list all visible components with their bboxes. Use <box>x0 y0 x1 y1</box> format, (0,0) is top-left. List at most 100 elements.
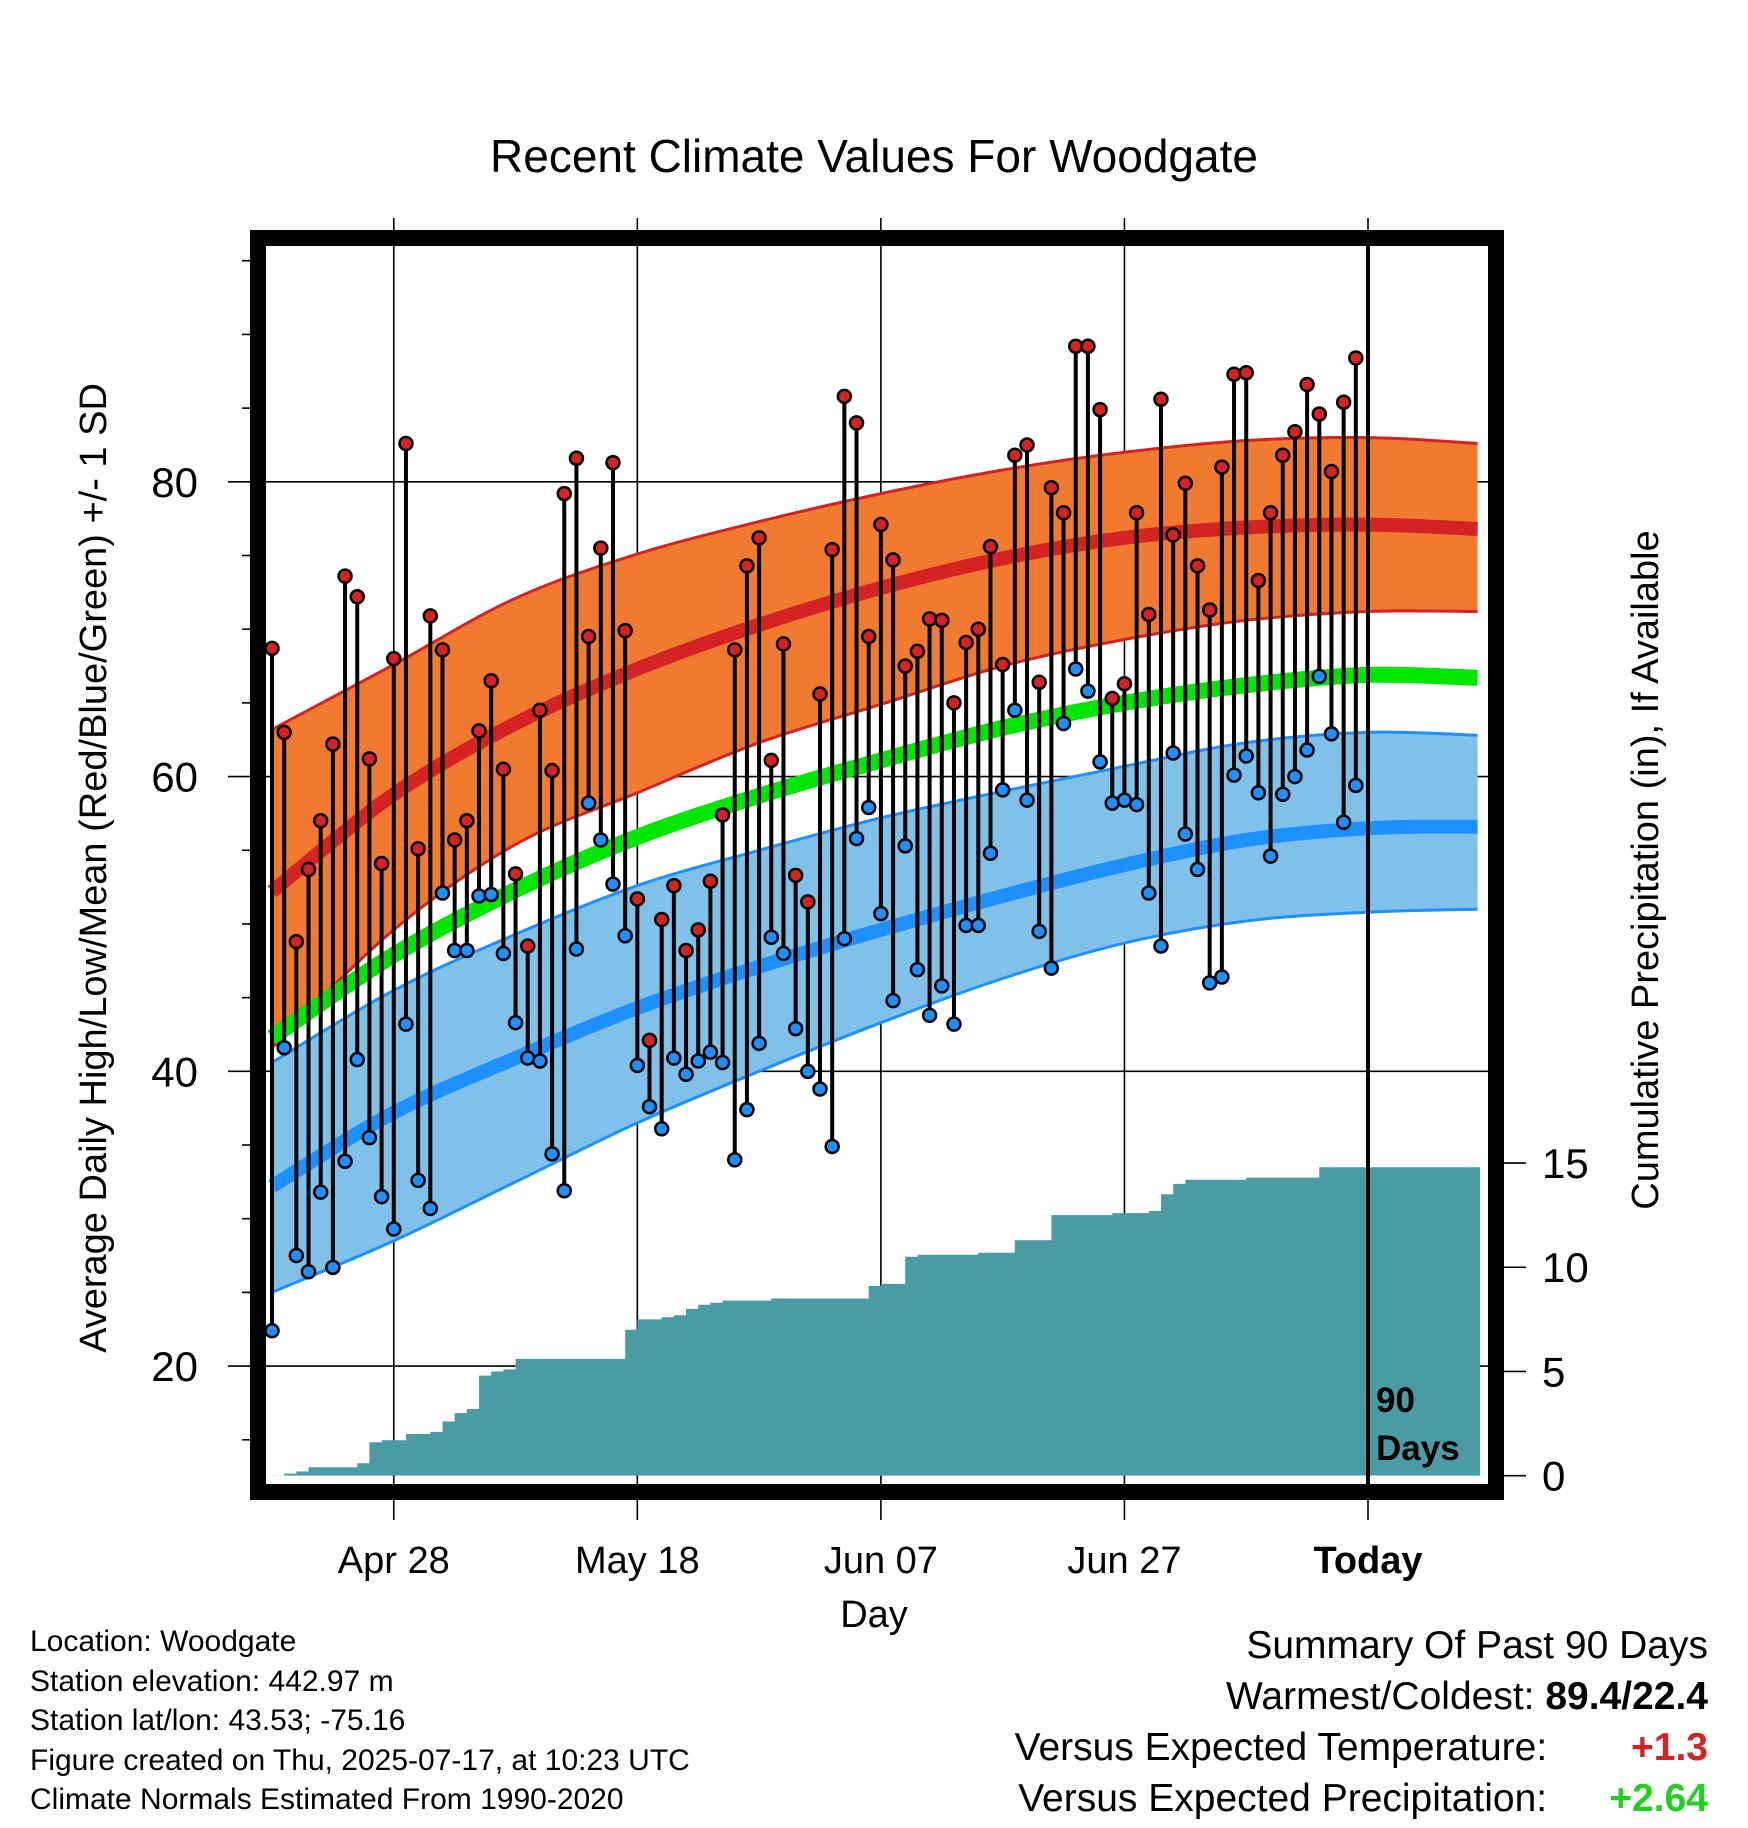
daily-low-point <box>1080 683 1096 699</box>
daily-low-point <box>739 1101 755 1118</box>
precip-departure-label: Versus Expected Precipitation: <box>1018 1777 1548 1820</box>
daily-low-point <box>1262 848 1279 864</box>
daily-high-point <box>690 922 706 938</box>
daily-low-point <box>1165 745 1181 761</box>
daily-high-point <box>593 540 609 556</box>
daily-low-point <box>775 945 792 962</box>
y-tick-label-left: 80 <box>151 459 198 506</box>
plot-frame <box>250 230 1504 1500</box>
daily-high-point <box>787 867 804 884</box>
daily-low-point <box>422 1200 439 1217</box>
daily-low-point <box>824 1138 840 1155</box>
y-axis-left: 20 40 60 80 <box>151 259 256 1441</box>
daily-high-point <box>800 894 816 910</box>
y-tick-label-right: 10 <box>1542 1244 1589 1291</box>
summary-box: Summary Of Past 90 Days Warmest/Coldest:… <box>1015 1620 1708 1824</box>
daily-high-point <box>1165 527 1181 543</box>
daily-low-point <box>994 782 1011 798</box>
daily-high-point <box>1311 406 1328 422</box>
daily-low-point <box>288 1247 305 1264</box>
temp-departure-label: Versus Expected Temperature: <box>1014 1726 1548 1769</box>
daily-high-point <box>483 673 499 689</box>
daily-low-point <box>1226 767 1242 783</box>
days-label-number: 90 <box>1376 1381 1415 1420</box>
daily-high-point <box>848 415 865 431</box>
daily-low-point <box>934 978 950 994</box>
daily-low-point <box>593 832 609 848</box>
daily-high-point <box>1055 505 1072 521</box>
daily-high-point <box>897 658 913 674</box>
daily-low-point <box>1177 826 1194 842</box>
daily-low-point <box>714 1054 731 1071</box>
daily-high-point <box>1201 602 1218 618</box>
daily-high-point <box>812 686 828 702</box>
daily-low-point <box>787 1020 804 1037</box>
daily-high-point <box>1238 364 1254 381</box>
x-tick-label: Jun 27 <box>1067 1540 1181 1582</box>
daily-low-point <box>1299 742 1315 758</box>
created-text: Figure created on Thu, 2025-07-17, at 10… <box>30 1743 690 1777</box>
latlon-text: Station lat/lon: 43.53; -75.16 <box>30 1704 406 1737</box>
daily-high-point <box>568 450 585 466</box>
daily-low-point <box>860 799 877 816</box>
daily-low-point <box>1201 975 1218 991</box>
daily-low-point <box>544 1146 560 1162</box>
y-tick-label-left: 60 <box>151 754 198 801</box>
daily-high-point <box>361 751 378 767</box>
daily-low-point <box>1007 702 1023 718</box>
daily-high-point <box>1335 394 1352 410</box>
precip-departure-value: +2.64 <box>1609 1777 1708 1820</box>
daily-high-point <box>934 612 950 629</box>
daily-high-point <box>1153 391 1169 408</box>
x-tick-label: Jun 07 <box>824 1540 938 1582</box>
daily-range-bars <box>270 346 1358 1331</box>
daily-high-point <box>398 435 414 452</box>
daily-high-point <box>702 873 719 889</box>
daily-low-point <box>982 845 999 861</box>
daily-high-point <box>921 611 938 627</box>
daily-points <box>264 338 1364 1339</box>
daily-high-point <box>1348 350 1364 366</box>
daily-high-point <box>824 541 840 558</box>
daily-low-point <box>641 1098 658 1115</box>
daily-low-point <box>1250 785 1267 801</box>
daily-high-point <box>386 650 402 667</box>
y-tick-label-right: 15 <box>1542 1140 1589 1187</box>
temp-departure-value: +1.3 <box>1631 1726 1708 1769</box>
daily-high-point <box>678 942 694 959</box>
daily-low-point <box>690 1053 706 1069</box>
y-tick-label-left: 20 <box>151 1343 198 1390</box>
y-axis-right-label: Cumulative Precipitation (in), If Availa… <box>1625 530 1667 1209</box>
daily-low-point <box>727 1152 743 1168</box>
daily-low-point <box>276 1040 292 1056</box>
days-label-text: Days <box>1376 1429 1460 1468</box>
daily-high-point <box>751 530 767 546</box>
y-axis-right: 0 5 10 15 <box>1498 1140 1589 1500</box>
normal-low-line <box>268 819 1478 1193</box>
elevation-text: Station elevation: 442.97 m <box>30 1664 394 1698</box>
daily-high-point <box>410 841 426 857</box>
daily-low-point <box>1323 726 1340 742</box>
daily-high-point <box>994 656 1011 673</box>
daily-low-point <box>580 795 597 811</box>
daily-low-point <box>605 876 621 892</box>
daily-high-point <box>727 642 743 658</box>
daily-high-point <box>1226 366 1242 382</box>
x-axis: Apr 28 May 18 Jun 07 Jun 27 Today <box>338 218 1423 1582</box>
daily-low-point <box>1019 792 1035 808</box>
daily-low-point <box>970 917 987 934</box>
daily-high-point <box>434 642 451 658</box>
daily-high-point <box>312 813 329 829</box>
daily-high-point <box>653 911 670 928</box>
daily-low-point <box>946 1016 962 1032</box>
warm-cold-row: Warmest/Coldest: 89.4/22.4 <box>1015 1671 1708 1722</box>
daily-low-point <box>519 1050 536 1066</box>
daily-high-point <box>556 485 573 502</box>
y-axis-left-label: Average Daily High/Low/Mean (Red/Blue/Gr… <box>73 383 115 1353</box>
plot-area: 90 Days <box>264 246 1480 1484</box>
precip-departure-row: Versus Expected Precipitation: +2.64 <box>1015 1773 1708 1824</box>
daily-low-point <box>1311 668 1328 685</box>
daily-low-point <box>264 1322 280 1339</box>
warm-cold-value: 89.4/22.4 <box>1545 1675 1708 1718</box>
daily-low-point <box>495 945 512 962</box>
